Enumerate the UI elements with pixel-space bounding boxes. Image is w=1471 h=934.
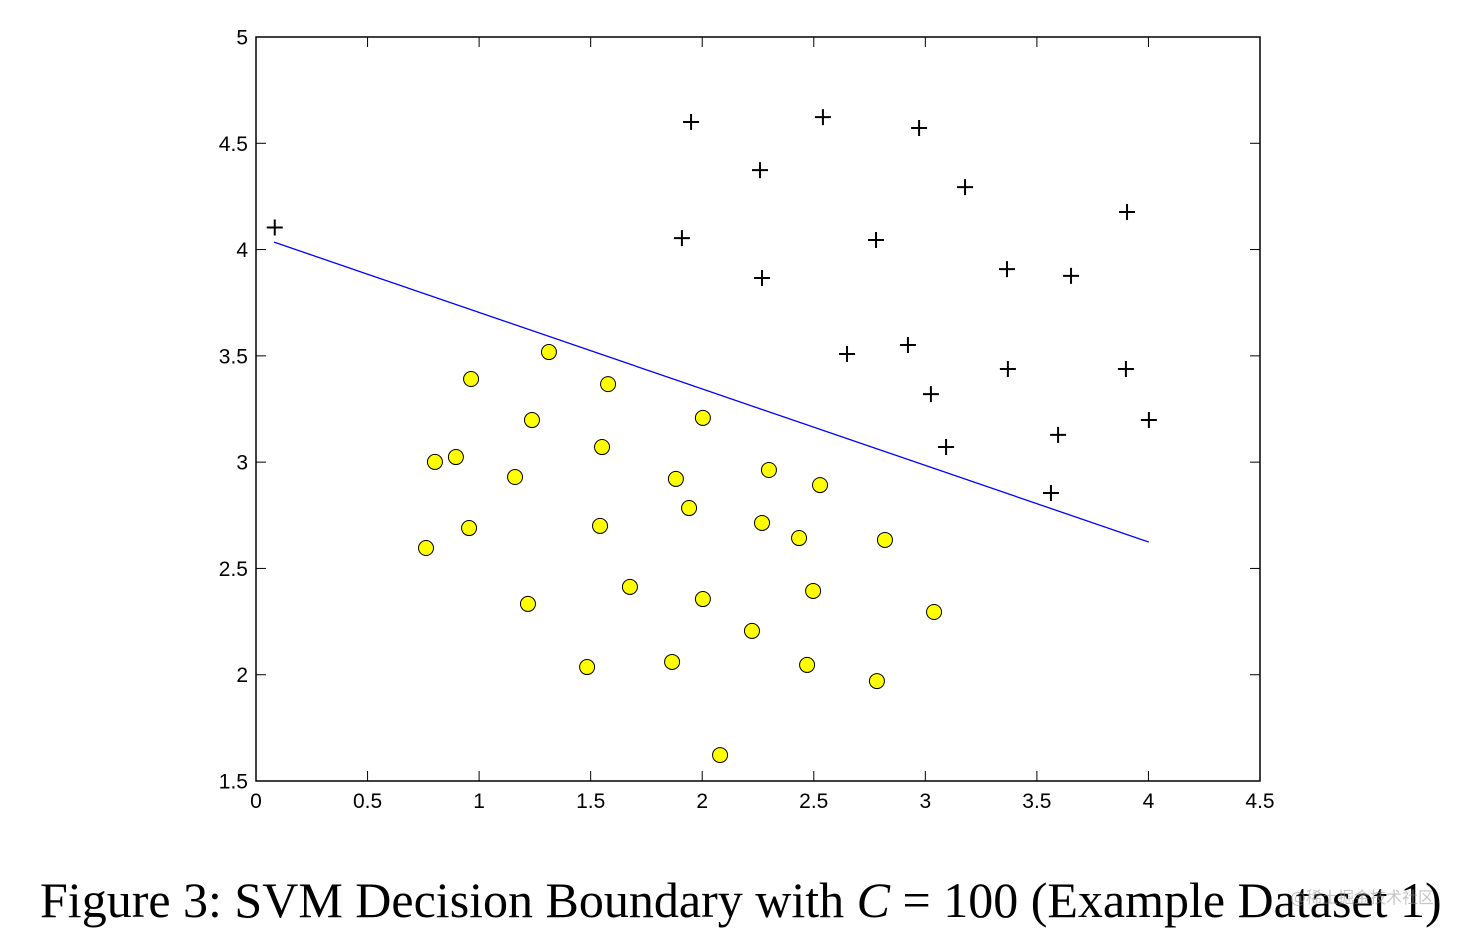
negative-circle-marker [926,604,943,621]
x-tick-label: 2 [696,790,708,813]
tick-labels-layer: 0 0.5 1 1.5 2 2.5 3 3.5 4 4.5 1.5 2 2.5 3 3.5 4 4.5 5 [219,27,1275,814]
negative-circle-marker [519,595,536,612]
positive-plus-marker [814,109,831,126]
caption-suffix: = 100 (Example Dataset 1) [890,872,1442,928]
positive-markers-layer [266,109,1157,501]
x-tick-label: 0 [250,790,262,813]
positive-plus-marker [266,219,283,236]
negative-circle-marker [805,582,822,599]
negative-circle-marker [754,514,771,531]
negative-circle-marker [579,659,596,676]
negative-circle-marker [694,591,711,608]
positive-plus-marker [1063,267,1080,284]
negative-circle-marker [694,409,711,426]
negative-circle-marker [868,673,885,690]
x-tick-label: 3 [919,790,931,813]
y-tick-label: 4 [236,239,248,262]
y-tick-label: 2 [236,664,248,687]
tick-marks-layer [255,36,1261,782]
caption-prefix: Figure 3: SVM Decision Boundary with [40,872,857,928]
negative-markers-layer [418,344,943,764]
y-tick-label: 5 [236,27,248,50]
negative-circle-marker [664,653,681,670]
negative-circle-marker [791,530,808,547]
negative-circle-marker [507,469,524,486]
x-tick-label: 4 [1143,790,1155,813]
positive-plus-marker [922,386,939,403]
positive-plus-marker [1042,484,1059,501]
negative-circle-marker [743,622,760,639]
positive-plus-marker [673,230,690,247]
decision-boundary-line [273,241,1150,543]
negative-circle-marker [621,578,638,595]
positive-plus-marker [999,361,1016,378]
positive-plus-marker [899,337,916,354]
positive-plus-marker [839,345,856,362]
x-tick-label: 4.5 [1245,790,1274,813]
positive-plus-marker [957,179,974,196]
negative-circle-marker [426,453,443,470]
positive-plus-marker [1050,426,1067,443]
negative-circle-marker [463,371,480,388]
negative-circle-marker [594,439,611,456]
positive-plus-marker [752,162,769,179]
y-tick-label: 4.5 [219,133,248,156]
x-tick-label: 3.5 [1022,790,1051,813]
positive-plus-marker [868,232,885,249]
positive-plus-marker [754,270,771,287]
negative-circle-marker [540,344,557,361]
x-tick-label: 1 [473,790,485,813]
negative-circle-marker [812,477,829,494]
y-tick-label: 3.5 [219,345,248,368]
y-tick-label: 3 [236,452,248,475]
negative-circle-marker [681,500,698,517]
y-tick-label: 1.5 [219,771,248,794]
negative-circle-marker [712,747,729,764]
positive-plus-marker [1140,412,1157,429]
y-tick-label: 2.5 [219,558,248,581]
positive-plus-marker [998,261,1015,278]
figure-caption: Figure 3: SVM Decision Boundary with C =… [40,875,1442,925]
positive-plus-marker [911,119,928,136]
negative-circle-marker [760,462,777,479]
negative-circle-marker [418,540,435,557]
negative-circle-marker [600,376,617,393]
x-tick-label: 2.5 [799,790,828,813]
watermark: @稀土掘金技术社区 [1290,888,1435,907]
negative-circle-marker [876,531,893,548]
positive-plus-marker [1117,361,1134,378]
positive-plus-marker [683,114,700,131]
x-tick-label: 1.5 [576,790,605,813]
negative-circle-marker [799,656,816,673]
positive-plus-marker [1119,203,1136,220]
plot-area-frame [255,36,1261,782]
negative-circle-marker [592,517,609,534]
negative-circle-marker [667,470,684,487]
caption-variable: C [856,872,890,928]
scatter-chart: 0 0.5 1 1.5 2 2.5 3 3.5 4 4.5 1.5 2 2.5 3 3.5 4 4.5 5 [219,27,1275,814]
positive-plus-marker [938,439,955,456]
negative-circle-marker [447,449,464,466]
negative-circle-marker [461,520,478,537]
x-tick-label: 0.5 [353,790,382,813]
negative-circle-marker [523,412,540,429]
